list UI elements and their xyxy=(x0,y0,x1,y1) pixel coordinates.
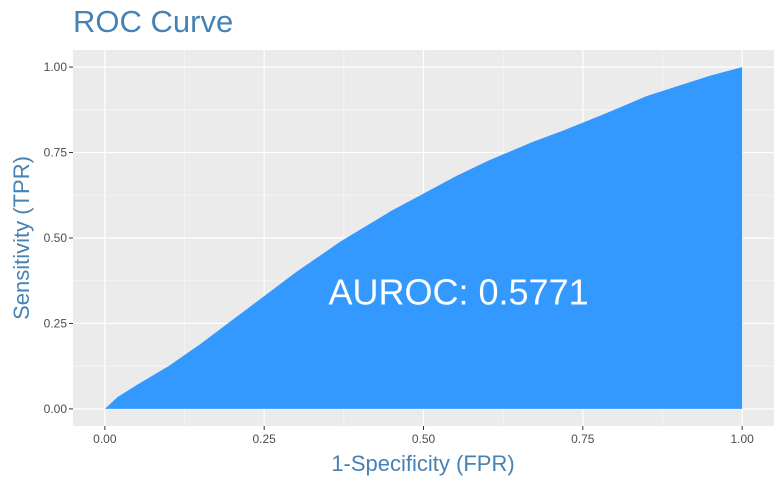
x-axis-title: 1-Specificity (FPR) xyxy=(331,451,514,476)
y-tick-label: 0.00 xyxy=(44,402,68,416)
y-tick-label: 0.75 xyxy=(44,146,68,160)
x-tick-label: 0.25 xyxy=(253,432,277,446)
y-axis-ticks: 0.00 0.25 0.50 0.75 1.00 xyxy=(44,60,73,416)
auroc-annotation: AUROC: 0.5771 xyxy=(328,272,588,313)
x-tick-label: 0.00 xyxy=(93,432,117,446)
y-tick-label: 0.25 xyxy=(44,316,68,330)
y-axis-title: Sensitivity (TPR) xyxy=(9,156,34,320)
y-tick-label: 1.00 xyxy=(44,60,68,74)
x-tick-label: 1.00 xyxy=(730,432,754,446)
chart-title: ROC Curve xyxy=(73,4,234,39)
x-tick-label: 0.75 xyxy=(571,432,595,446)
roc-area xyxy=(104,67,743,409)
y-tick-label: 0.50 xyxy=(44,231,68,245)
x-axis-ticks: 0.00 0.25 0.50 0.75 1.00 xyxy=(93,426,754,446)
x-tick-label: 0.50 xyxy=(412,432,436,446)
